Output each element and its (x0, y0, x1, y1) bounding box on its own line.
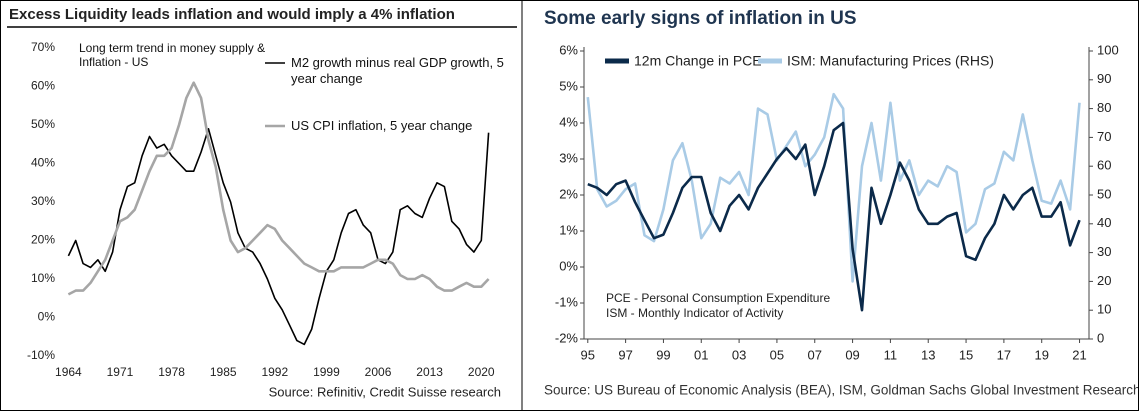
chart-title: Excess Liquidity leads inflation and wou… (9, 6, 455, 23)
y-tick-label: 20% (31, 233, 55, 247)
x-tick-label: 2006 (365, 365, 392, 379)
y-tick-label: 3% (559, 150, 578, 165)
x-tick-label: 19 (1034, 347, 1048, 362)
y2-tick-label: 70 (1097, 129, 1111, 144)
x-tick-label: 17 (997, 347, 1011, 362)
y-tick-label: 0% (559, 258, 578, 273)
x-tick-label: 1992 (261, 365, 288, 379)
y2-tick-label: 10 (1097, 302, 1111, 317)
y-tick-label: 5% (559, 78, 578, 93)
x-tick-label: 1964 (55, 365, 82, 379)
x-tick-label: 11 (884, 347, 898, 362)
y-tick-label: -10% (27, 348, 55, 362)
y2-tick-label: 20 (1097, 273, 1111, 288)
chart-title: Some early signs of inflation in US (544, 8, 857, 29)
y2-tick-label: 50 (1097, 186, 1111, 201)
x-tick-label: 13 (921, 347, 935, 362)
annotation: ISM - Monthly Indicator of Activity (606, 306, 783, 320)
y2-tick-label: 80 (1097, 100, 1111, 115)
x-tick-label: 03 (732, 347, 746, 362)
y-tick-label: 4% (559, 114, 578, 129)
x-tick-label: 2020 (468, 365, 495, 379)
y2-tick-label: 0 (1097, 330, 1104, 345)
source: Source: US Bureau of Economic Analysis (… (544, 383, 1138, 398)
x-tick-label: 95 (581, 347, 595, 362)
legend-label: M2 growth minus real GDP growth, 5 year … (291, 55, 504, 86)
x-tick-label: 1999 (313, 365, 340, 379)
source: Source: Refinitiv, Credit Suisse researc… (269, 384, 501, 399)
series-line (67, 81, 490, 296)
x-tick-label: 1978 (158, 365, 185, 379)
legend-label: US CPI inflation, 5 year change (291, 118, 473, 133)
x-tick-label: 21 (1072, 347, 1086, 362)
y2-tick-label: 30 (1097, 244, 1111, 259)
y-tick-label: 60% (31, 79, 55, 93)
y-tick-label: 70% (31, 40, 55, 54)
y-tick-label: 30% (31, 194, 55, 208)
y2-tick-label: 40 (1097, 215, 1111, 230)
y-tick-label: 6% (559, 42, 578, 57)
series-line (586, 92, 1081, 283)
y-tick-label: 40% (31, 156, 55, 170)
y-tick-label: 0% (38, 310, 56, 324)
y-tick-label: -1% (555, 294, 579, 309)
x-tick-label: 1971 (107, 365, 134, 379)
x-tick-label: 15 (959, 347, 973, 362)
annotation: PCE - Personal Consumption Expenditure (606, 291, 830, 305)
series-line (587, 121, 1081, 312)
legend-label: 12m Change in PCE (634, 53, 762, 69)
x-tick-label: 09 (845, 347, 859, 362)
y-tick-label: 10% (31, 271, 55, 285)
y2-tick-label: 90 (1097, 71, 1111, 86)
x-tick-label: 05 (770, 347, 784, 362)
x-tick-label: 01 (694, 347, 708, 362)
x-tick-label: 2013 (416, 365, 443, 379)
y-tick-label: 1% (559, 222, 578, 237)
y-tick-label: 2% (559, 186, 578, 201)
y2-tick-label: 100 (1097, 42, 1119, 57)
series-line (67, 128, 490, 346)
x-tick-label: 1985 (210, 365, 237, 379)
y-tick-label: 50% (31, 117, 55, 131)
y-tick-label: -2% (555, 330, 579, 345)
annotation: Long term trend in money supply & Inflat… (79, 41, 266, 69)
y2-tick-label: 60 (1097, 158, 1111, 173)
x-tick-label: 07 (808, 347, 822, 362)
x-tick-label: 97 (618, 347, 632, 362)
x-tick-label: 99 (656, 347, 670, 362)
legend-label: ISM: Manufacturing Prices (RHS) (787, 53, 994, 69)
